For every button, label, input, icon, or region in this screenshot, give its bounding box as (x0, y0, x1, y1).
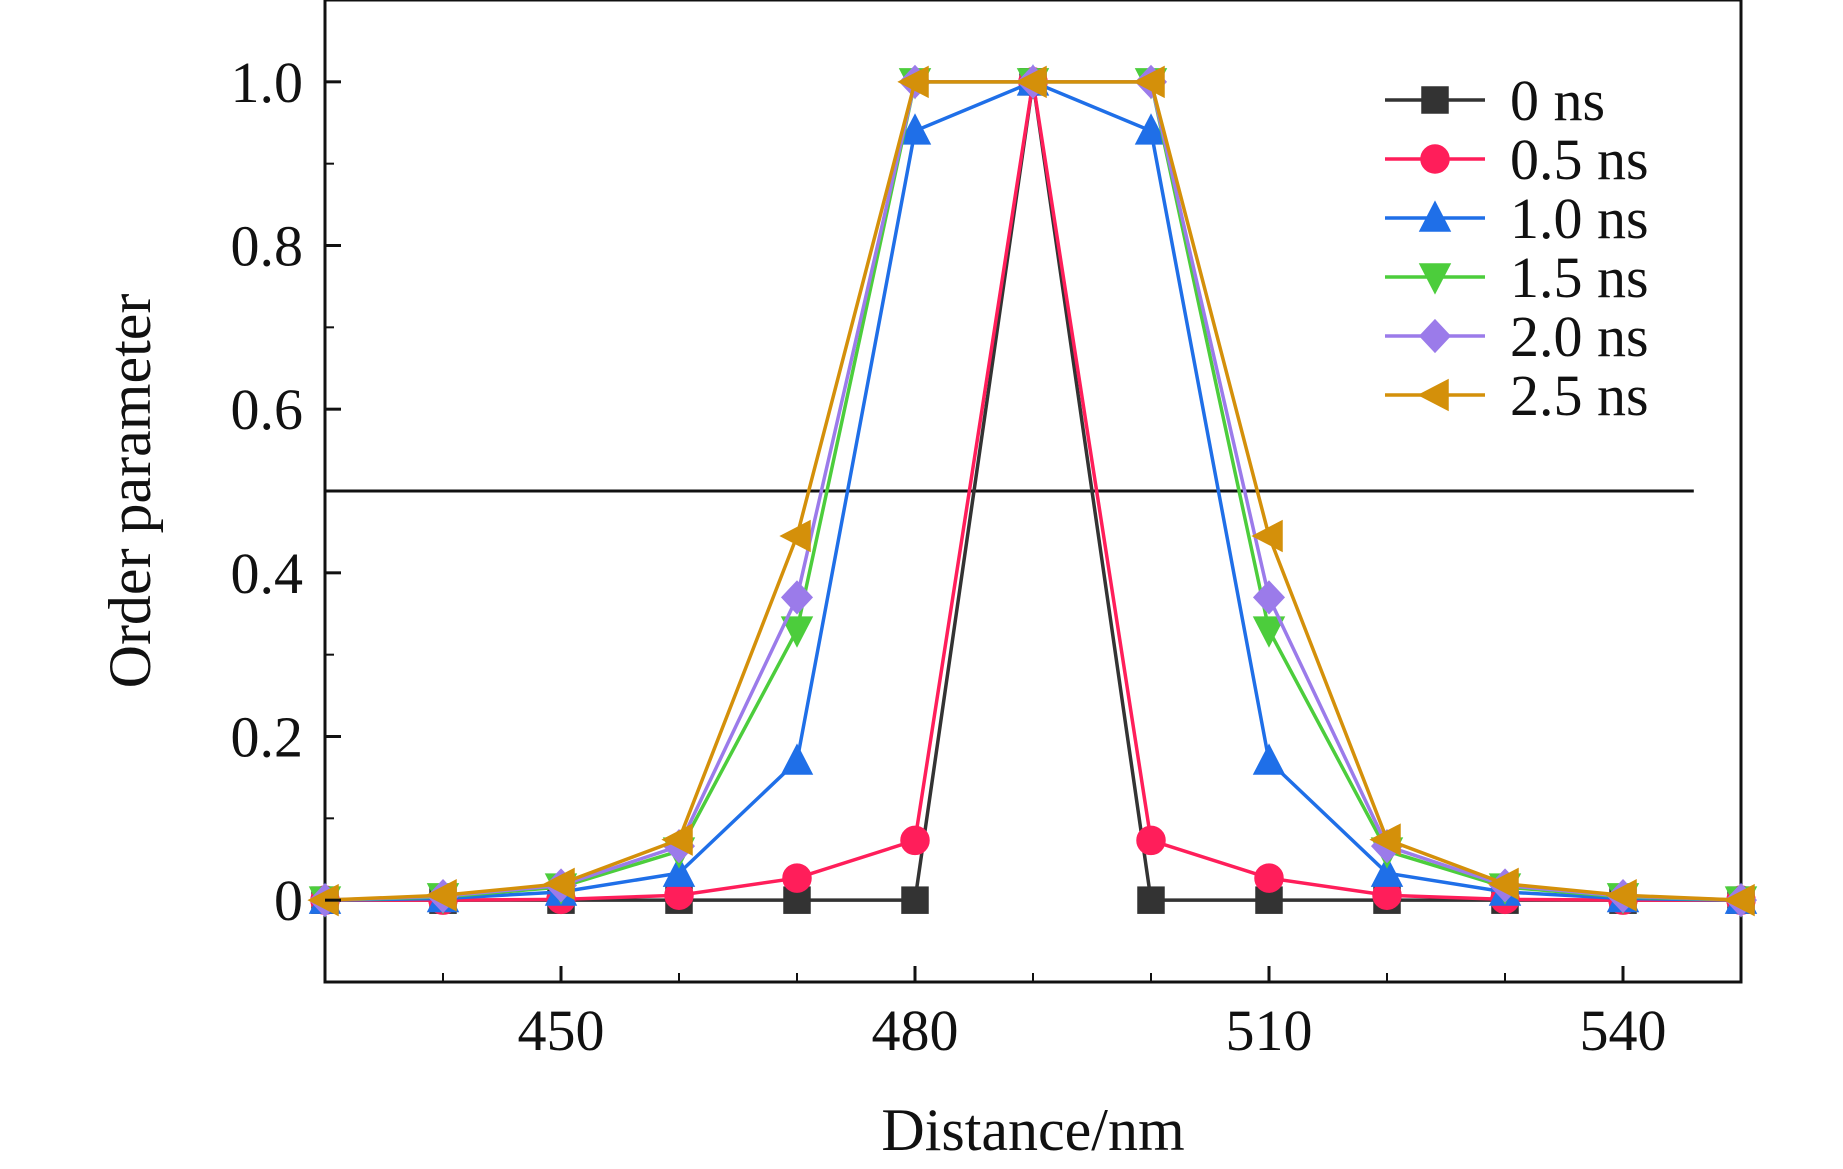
series-2-5-ns (307, 65, 1755, 917)
legend: 0 ns0.5 ns1.0 ns1.5 ns2.0 ns2.5 ns (1385, 68, 1649, 428)
legend-label: 2.5 ns (1510, 363, 1649, 428)
data-point (1136, 825, 1166, 856)
legend-label: 0 ns (1510, 68, 1605, 133)
data-point (1605, 879, 1637, 912)
data-point (1370, 855, 1404, 887)
data-point (543, 867, 575, 901)
y-tick-label: 0 (274, 868, 303, 933)
data-point (898, 113, 932, 145)
data-point (897, 65, 929, 99)
data-point (1252, 616, 1286, 648)
data-point (780, 580, 814, 615)
legend-marker (1418, 200, 1452, 232)
data-point (1254, 863, 1284, 893)
x-axis-ticks: 450 480 510 540 (442, 966, 1742, 1063)
data-point (782, 863, 812, 893)
x-axis-title: Distance/nm (881, 1097, 1184, 1163)
legend-marker (1418, 318, 1452, 354)
data-point (780, 616, 814, 648)
legend-marker (1420, 144, 1450, 174)
data-point (1133, 65, 1165, 99)
data-point (661, 823, 693, 856)
data-point (900, 825, 930, 856)
legend-item: 1.5 ns (1385, 245, 1649, 310)
legend-item: 2.0 ns (1385, 304, 1649, 369)
legend-item: 2.5 ns (1385, 363, 1649, 428)
y-tick-label: 0.8 (231, 214, 304, 279)
data-point (1251, 519, 1283, 553)
y-tick-label: 0.2 (231, 705, 304, 770)
x-tick-label: 450 (518, 998, 605, 1063)
data-point (901, 886, 929, 914)
legend-marker (1417, 378, 1449, 412)
plot-area (307, 0, 1758, 984)
data-point (1137, 886, 1165, 914)
data-point (780, 743, 814, 775)
legend-marker (1421, 86, 1449, 114)
legend-item: 1.0 ns (1385, 186, 1649, 251)
legend-item: 0 ns (1385, 68, 1605, 133)
x-tick-label: 510 (1226, 998, 1313, 1063)
legend-label: 0.5 ns (1510, 127, 1649, 192)
legend-label: 1.0 ns (1510, 186, 1649, 251)
data-point (1369, 823, 1401, 856)
series-group (307, 64, 1758, 918)
y-tick-label: 0.4 (231, 541, 304, 606)
legend-marker (1418, 263, 1452, 295)
data-point (1252, 743, 1286, 775)
data-point (1134, 113, 1168, 145)
x-tick-label: 540 (1580, 998, 1667, 1063)
legend-label: 1.5 ns (1510, 245, 1649, 310)
data-point (425, 879, 457, 912)
data-point (1487, 867, 1519, 901)
y-axis-ticks: 0 0.2 0.4 0.6 0.8 1.0 (231, 0, 341, 983)
legend-item: 0.5 ns (1385, 127, 1649, 192)
y-tick-label: 0.6 (231, 377, 304, 442)
data-point (1723, 883, 1755, 917)
data-point (779, 519, 811, 553)
legend-label: 2.0 ns (1510, 304, 1649, 369)
y-tick-label: 1.0 (231, 50, 304, 115)
y-axis-title: Order parameter (97, 294, 163, 689)
data-point (662, 855, 696, 887)
x-tick-label: 480 (872, 998, 959, 1063)
data-point (1252, 580, 1286, 615)
data-point (1015, 65, 1047, 99)
